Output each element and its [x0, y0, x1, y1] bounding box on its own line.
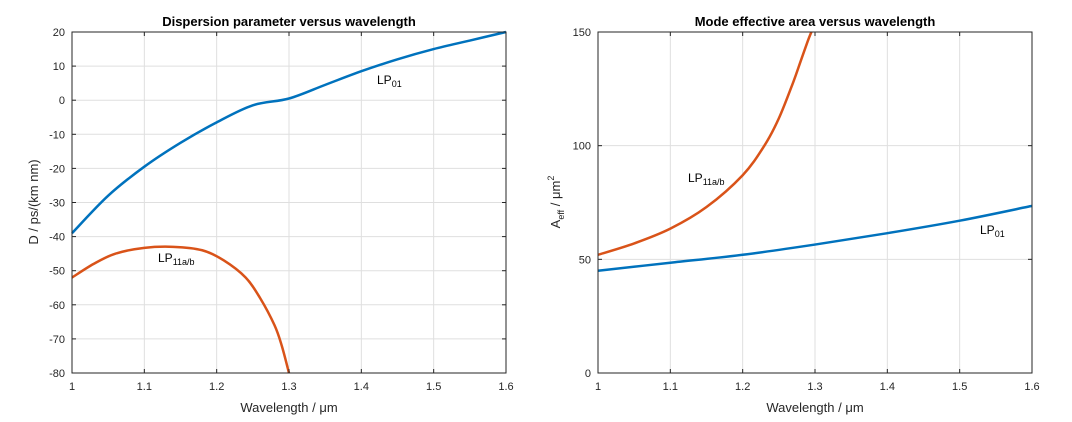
x-tick-label: 1 — [595, 381, 601, 393]
y-tick-label: 10 — [53, 61, 65, 73]
series-layer — [597, 31, 1033, 272]
series-label-lp11: LP11a/b — [688, 171, 725, 187]
y-tick-label: 150 — [573, 27, 591, 39]
chart-title: Dispersion parameter versus wavelength — [162, 14, 416, 29]
x-tick-label: 1.2 — [209, 381, 224, 393]
label-sub: 01 — [995, 229, 1005, 239]
series-line-lp11a-b — [597, 31, 813, 256]
x-tick-label: 1.3 — [807, 381, 822, 393]
series-line-lp11a-b — [71, 245, 291, 374]
x-tick-label: 1.5 — [426, 381, 441, 393]
series-label-lp11: LP11a/b — [158, 251, 195, 267]
y-tick-label: -70 — [49, 334, 65, 346]
y-axis-label: D / ps/(km nm) — [26, 159, 41, 244]
dispersion-chart: Dispersion parameter versus wavelength 1… — [26, 14, 514, 415]
x-tick-label: 1.3 — [281, 381, 296, 393]
ylabel-sub: eff — [556, 209, 566, 219]
y-tick-label: -20 — [49, 163, 65, 175]
label-main: LP — [158, 251, 173, 265]
series-label-lp01: LP01 — [980, 223, 1005, 239]
label-sub: 01 — [392, 79, 402, 89]
series-line-lp01 — [71, 30, 507, 235]
x-axis-label: Wavelength / μm — [240, 400, 337, 415]
chart-title: Mode effective area versus wavelength — [695, 14, 936, 29]
x-tick-label: 1.5 — [952, 381, 967, 393]
tick-layer: 1 1.1 1.2 1.3 1.4 1.5 1.6 0 50 100 150 — [573, 27, 1040, 393]
x-tick-label: 1 — [69, 381, 75, 393]
y-tick-label: 0 — [59, 95, 65, 107]
label-main: LP — [980, 223, 995, 237]
ylabel-rest: / μm — [548, 181, 563, 210]
x-tick-label: 1.1 — [663, 381, 678, 393]
x-tick-label: 1.6 — [498, 381, 513, 393]
series-line-lp01 — [597, 204, 1033, 272]
y-tick-label: -40 — [49, 232, 65, 244]
x-tick-label: 1.4 — [354, 381, 369, 393]
label-sub: 11a/b — [703, 177, 725, 187]
y-tick-label: -60 — [49, 300, 65, 312]
y-tick-label: -80 — [49, 368, 65, 380]
label-main: LP — [377, 73, 392, 87]
tick-layer: 1 1.1 1.2 1.3 1.4 1.5 1.6 -80 -70 -60 -50 -40 -30 -20… — [49, 27, 514, 393]
label-main: LP — [688, 171, 703, 185]
ylabel-sup: 2 — [546, 176, 556, 181]
y-tick-label: -50 — [49, 266, 65, 278]
series-layer — [71, 30, 507, 374]
y-tick-label: 50 — [579, 254, 591, 266]
label-sub: 11a/b — [173, 257, 195, 267]
y-tick-label: 100 — [573, 141, 591, 153]
y-tick-label: -30 — [49, 198, 65, 210]
x-tick-label: 1.1 — [137, 381, 152, 393]
grid — [597, 31, 1033, 374]
ylabel-main: A — [548, 219, 563, 228]
x-tick-label: 1.6 — [1024, 381, 1039, 393]
x-tick-label: 1.2 — [735, 381, 750, 393]
y-axis-label: Aeff / μm2 — [546, 176, 566, 229]
grid — [71, 31, 507, 374]
y-tick-label: -10 — [49, 129, 65, 141]
x-tick-label: 1.4 — [880, 381, 895, 393]
series-label-lp01: LP01 — [377, 73, 402, 89]
y-tick-label: 0 — [585, 368, 591, 380]
y-tick-label: 20 — [53, 27, 65, 39]
x-axis-label: Wavelength / μm — [766, 400, 863, 415]
